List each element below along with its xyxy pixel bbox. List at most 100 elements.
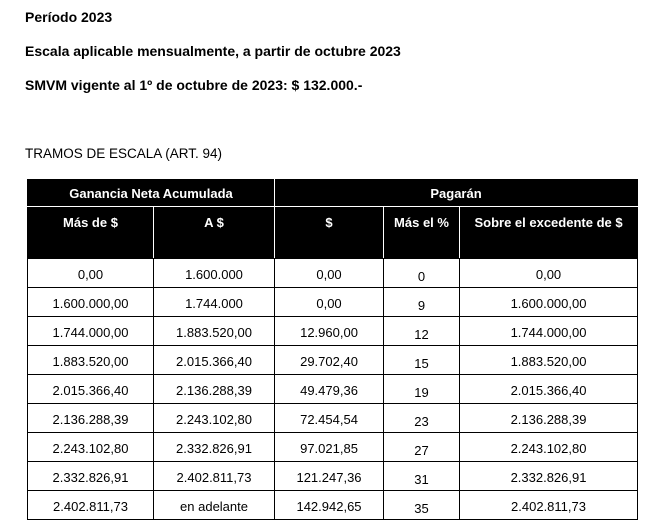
table-row: 2.136.288,39 2.243.102,80 72.454,54 23 2.136… [27,403,639,433]
table-cell: 29.702,40 [274,345,385,375]
table-cell: 2.243.102,80 [27,432,154,462]
table-cell: 49.479,36 [274,374,385,404]
table-cell: 2.243.102,80 [152,403,276,433]
cell-value: 49.479,36 [300,382,358,398]
table-row: 2.332.826,91 2.402.811,73 121.247,36 31 2.33… [27,461,639,491]
table-cell: 2.015.366,40 [27,374,154,404]
cell-value: 27 [414,442,429,458]
cell-value: 29.702,40 [300,353,358,369]
cell-value: 2.136.288,39 [52,411,129,427]
table-cell: 1.600.000,00 [459,287,639,317]
column-header: Sobre el excedente de $ [459,206,639,259]
cell-value: 1.883.520,00 [510,353,587,369]
cell-value: 2.136.288,39 [510,411,587,427]
tax-scale-table: Ganancia Neta Acumulada Pagarán Más de $… [26,179,639,520]
table-cell: 2.243.102,80 [459,432,639,462]
cell-value: 12 [414,326,429,342]
cell-value: 2.136.288,39 [176,382,252,398]
table-cell: 1.600.000,00 [27,287,154,317]
cell-value: 2.015.366,40 [176,353,252,369]
column-header: $ [274,206,385,259]
table-cell: 23 [383,403,461,433]
table-cell: 0,00 [274,258,385,288]
cell-value: 23 [414,413,429,429]
table-cell: en adelante [152,490,276,520]
table-row: 1.744.000,00 1.883.520,00 12.960,00 12 1.744… [27,316,639,346]
table-cell: 19 [383,374,461,404]
cell-value: 1.600.000,00 [510,295,587,311]
cell-value: 2.015.366,40 [52,382,129,398]
table-cell: 2.402.811,73 [459,490,639,520]
cell-value: 1.883.520,00 [52,353,129,369]
table-row: 1.883.520,00 2.015.366,40 29.702,40 15 1.883… [27,345,639,375]
cell-value: 2.402.811,73 [176,469,252,485]
table-cell: 2.015.366,40 [459,374,639,404]
column-header: Más de $ [27,206,154,259]
table-cell: 2.015.366,40 [152,345,276,375]
cell-value: 2.243.102,80 [176,411,252,427]
cell-value: 121.247,36 [296,469,362,485]
cell-value: 19 [414,384,429,400]
table-row: 2.402.811,73 en adelante 142.942,65 35 2.402… [27,490,639,520]
table-cell: 1.883.520,00 [459,345,639,375]
cell-value: 2.332.826,91 [176,440,252,456]
cell-value: 15 [414,355,429,371]
table-cell: 27 [383,432,461,462]
cell-value: 2.243.102,80 [52,440,129,456]
group-header-ganancia: Ganancia Neta Acumulada [26,179,276,207]
cell-value: 1.744.000,00 [52,324,129,340]
cell-value: 2.332.826,91 [52,469,129,485]
table-cell: 2.402.811,73 [27,490,154,520]
cell-value: 0,00 [535,266,562,282]
cell-value: 142.942,65 [296,498,362,514]
scale-note: Escala aplicable mensualmente, a partir … [25,43,401,59]
table-cell: 1.883.520,00 [152,316,276,346]
period-title: Período 2023 [25,9,113,25]
table-cell: 121.247,36 [274,461,385,491]
table-cell: 0,00 [27,258,154,288]
table-cell: 12.960,00 [274,316,385,346]
cell-value: 35 [414,500,429,516]
cell-value: 72.454,54 [300,411,358,427]
cell-value: 2.243.102,80 [510,440,587,456]
cell-value: 12.960,00 [300,324,358,340]
table-cell: 2.332.826,91 [459,461,639,491]
cell-value: 2.332.826,91 [510,469,587,485]
section-title: TRAMOS DE ESCALA (ART. 94) [25,146,223,161]
cell-value: 1.883.520,00 [176,324,252,340]
cell-value: 2.015.366,40 [510,382,587,398]
table-cell: 2.332.826,91 [152,432,276,462]
table-cell: 2.136.288,39 [27,403,154,433]
table-cell: 2.402.811,73 [152,461,276,491]
table-cell: 35 [383,490,461,520]
cell-value: 2.402.811,73 [511,498,586,514]
cell-value: en adelante [180,498,248,514]
table-cell: 97.021,85 [274,432,385,462]
table-cell: 2.136.288,39 [152,374,276,404]
table-cell: 1.744.000 [152,287,276,317]
cell-value: 31 [414,471,429,487]
cell-value: 2.402.811,73 [53,498,128,514]
table-cell: 15 [383,345,461,375]
table-cell: 0 [383,258,461,288]
table-cell: 1.744.000,00 [27,316,154,346]
table-cell: 142.942,65 [274,490,385,520]
cell-value: 0 [417,268,426,284]
smvm-note: SMVM vigente al 1º de octubre de 2023: $… [25,77,363,93]
table-row: 2.015.366,40 2.136.288,39 49.479,36 19 2.015… [27,374,639,404]
group-header-pagaran: Pagarán [274,179,639,207]
column-header: A $ [152,206,276,259]
table-cell: 2.136.288,39 [459,403,639,433]
table-cell: 1.744.000,00 [459,316,639,346]
table-cell: 1.600.000 [152,258,276,288]
table-row: 1.600.000,00 1.744.000 0,00 9 1.600.000,00 [27,287,639,317]
table-cell: 31 [383,461,461,491]
cell-value: 1.744.000 [185,295,243,311]
table-row: 0,00 1.600.000 0,00 0 0,00 [27,258,639,288]
cell-value: 97.021,85 [300,440,358,456]
cell-value: 0,00 [316,266,342,282]
cell-value: 1.744.000,00 [510,324,587,340]
cell-value: 1.600.000,00 [52,295,129,311]
group-header-row: Ganancia Neta Acumulada Pagarán [26,179,639,207]
cell-value: 0,00 [316,295,342,311]
